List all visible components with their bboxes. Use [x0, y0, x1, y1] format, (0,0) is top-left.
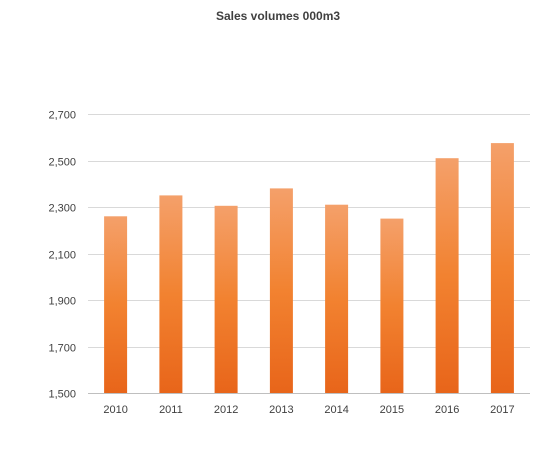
bar-2010 [104, 216, 128, 393]
y-tick-label: 1,500 [48, 389, 76, 401]
y-axis-ticks: 1,500 1,700 1,900 2,100 2,300 2,500 2,700 [48, 110, 76, 401]
chart-title: Sales volumes 000m3 [216, 9, 340, 23]
bar-2016 [435, 158, 459, 393]
x-tick-label: 2014 [324, 404, 348, 416]
x-tick-label: 2011 [159, 404, 183, 416]
bar-2017 [490, 143, 514, 393]
x-tick-label: 2015 [380, 404, 404, 416]
x-tick-label: 2016 [435, 404, 459, 416]
bar-2013 [269, 188, 293, 393]
x-tick-label: 2010 [103, 404, 127, 416]
y-tick-label: 1,900 [48, 296, 76, 308]
y-tick-label: 2,700 [48, 110, 76, 122]
x-tick-label: 2013 [269, 404, 293, 416]
y-tick-label: 2,300 [48, 203, 76, 215]
x-axis-ticks: 2010 2011 2012 2013 2014 2015 2016 2017 [103, 404, 514, 416]
bar-2014 [325, 204, 349, 393]
y-tick-label: 2,100 [48, 250, 76, 262]
bars [104, 143, 514, 393]
x-tick-label: 2017 [490, 404, 514, 416]
y-tick-label: 1,700 [48, 343, 76, 355]
bar-2011 [159, 195, 183, 393]
bar-2012 [214, 205, 238, 393]
bar-2015 [380, 218, 404, 393]
gridlines [88, 114, 530, 394]
y-tick-label: 2,500 [48, 157, 76, 169]
x-tick-label: 2012 [214, 404, 238, 416]
